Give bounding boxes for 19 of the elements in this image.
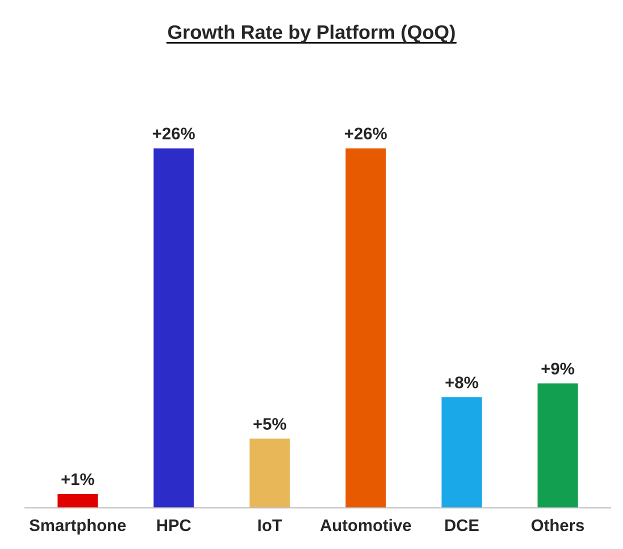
bar [442,397,482,508]
chart-title: Growth Rate by Platform (QoQ) [168,24,455,43]
data-label: +9% [542,362,574,374]
x-tick-label: IoT [258,520,282,532]
bar [538,383,578,508]
bar [154,148,194,508]
data-label: +1% [62,473,94,486]
bar [250,438,290,508]
x-tick-label: Automotive [320,518,411,532]
data-label: +26% [344,128,387,140]
bar [58,494,98,508]
x-tick-label: Others [532,518,584,532]
bar [346,148,386,508]
data-label: +8% [446,376,478,388]
x-tick-label: Smartphone [30,518,126,534]
x-tick-label: HPC [157,519,191,532]
data-label: +26% [152,128,195,140]
x-tick-label: DCE [445,519,479,532]
data-label: +5% [254,418,286,430]
